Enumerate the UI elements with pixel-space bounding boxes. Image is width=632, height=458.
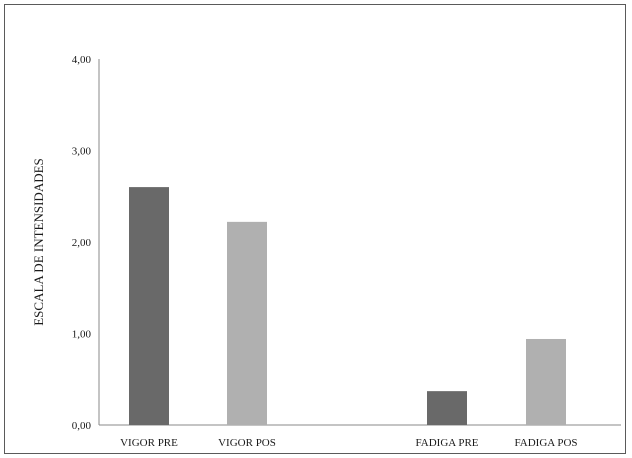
x-axis-labels: VIGOR PRE VIGOR POS FADIGA PRE FADIGA POS [120, 437, 577, 449]
y-axis-title: ESCALA DE INTENSIDADES [31, 158, 46, 326]
y-tick-label: 2,00 [72, 237, 92, 249]
x-category-label: VIGOR PRE [120, 437, 178, 449]
y-tick-label: 4,00 [72, 54, 92, 66]
bar-chart: 0,00 1,00 2,00 3,00 4,00 VIGOR PRE VIGOR POS F… [31, 54, 621, 449]
bar [526, 338, 566, 425]
y-tick-label: 3,00 [72, 146, 92, 158]
y-tick-label: 0,00 [72, 420, 92, 432]
bar [427, 391, 467, 425]
y-tick-label: 1,00 [72, 329, 92, 341]
bar [129, 187, 169, 425]
bar [227, 221, 267, 425]
x-category-label: FADIGA POS [514, 437, 577, 449]
chart-frame: 0,00 1,00 2,00 3,00 4,00 VIGOR PRE VIGOR POS F… [4, 4, 626, 454]
x-category-label: FADIGA PRE [415, 437, 478, 449]
x-category-label: VIGOR POS [218, 437, 276, 449]
bars [129, 187, 566, 425]
